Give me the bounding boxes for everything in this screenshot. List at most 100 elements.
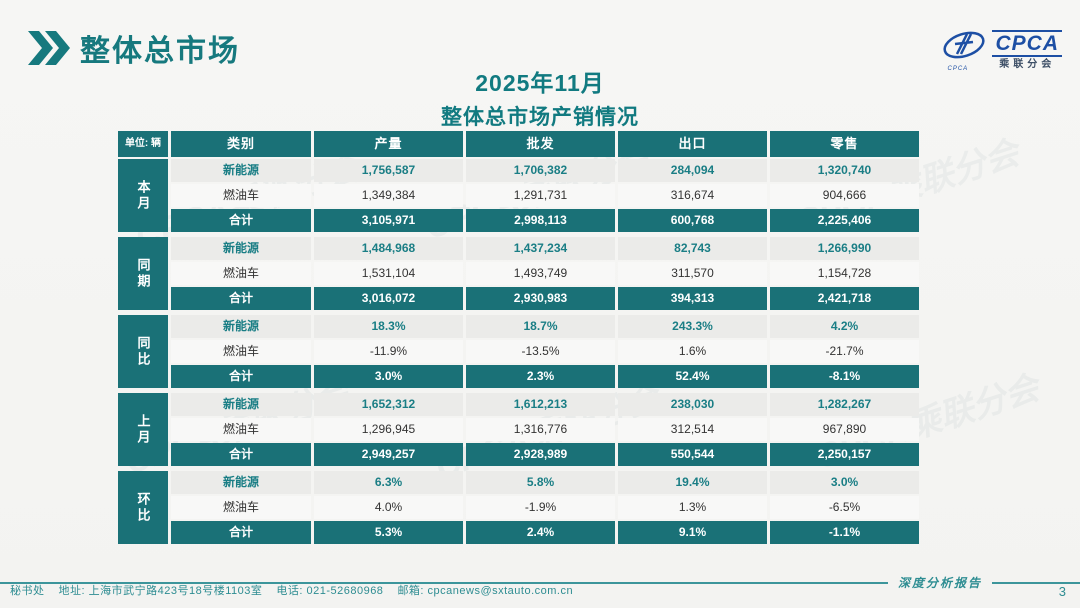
footer-rule: 深度分析报告 xyxy=(0,574,1080,591)
unit-label: 单位: 辆 xyxy=(118,131,168,157)
production-cell: 3,016,072 xyxy=(314,287,463,310)
category-cell: 合计 xyxy=(171,287,311,310)
production-cell: 1,296,945 xyxy=(314,418,463,441)
table-row: 新能源 1,756,587 1,706,382 284,094 1,320,74… xyxy=(171,159,919,182)
category-cell: 新能源 xyxy=(171,315,311,338)
col-header-export: 出口 xyxy=(618,131,767,157)
category-cell: 新能源 xyxy=(171,159,311,182)
group-label: 同期 xyxy=(118,237,168,310)
col-header-wholesale: 批发 xyxy=(466,131,615,157)
production-cell: 6.3% xyxy=(314,471,463,494)
group-label: 同比 xyxy=(118,315,168,388)
wholesale-cell: 18.7% xyxy=(466,315,615,338)
retail-cell: 3.0% xyxy=(770,471,919,494)
retail-cell: 2,421,718 xyxy=(770,287,919,310)
production-cell: 2,949,257 xyxy=(314,443,463,466)
production-cell: 18.3% xyxy=(314,315,463,338)
category-cell: 合计 xyxy=(171,365,311,388)
category-cell: 合计 xyxy=(171,521,311,544)
category-cell: 合计 xyxy=(171,443,311,466)
table-body: 本月 新能源 1,756,587 1,706,382 284,094 1,320… xyxy=(118,159,919,544)
table-row: 燃油车 -11.9% -13.5% 1.6% -21.7% xyxy=(171,340,919,363)
cpca-logo-subtext: 乘联分会 xyxy=(999,58,1056,70)
wholesale-cell: 1,493,749 xyxy=(466,262,615,285)
wholesale-cell: 2,930,983 xyxy=(466,287,615,310)
export-cell: 284,094 xyxy=(618,159,767,182)
wholesale-cell: 1,316,776 xyxy=(466,418,615,441)
wholesale-cell: -1.9% xyxy=(466,496,615,519)
table-title-line1: 2025年11月 xyxy=(475,70,605,96)
retail-cell: 967,890 xyxy=(770,418,919,441)
col-header-category: 类别 xyxy=(171,131,311,157)
table-group: 环比 新能源 6.3% 5.8% 19.4% 3.0% 燃油车 4.0% -1.… xyxy=(118,471,919,544)
address-text: 地址: 上海市武宁路423号18号楼1103室 xyxy=(58,585,263,597)
cpca-logo: CPCA CPCA 乘联分会 xyxy=(941,28,1062,72)
group-label: 环比 xyxy=(118,471,168,544)
table-row: 新能源 6.3% 5.8% 19.4% 3.0% xyxy=(171,471,919,494)
export-cell: 82,743 xyxy=(618,237,767,260)
production-cell: 3,105,971 xyxy=(314,209,463,232)
export-cell: 19.4% xyxy=(618,471,767,494)
category-cell: 新能源 xyxy=(171,237,311,260)
production-cell: 1,531,104 xyxy=(314,262,463,285)
retail-cell: 1,320,740 xyxy=(770,159,919,182)
email-text: 邮箱: cpcanews@sxtauto.com.cn xyxy=(397,585,574,597)
retail-cell: 2,250,157 xyxy=(770,443,919,466)
export-cell: 52.4% xyxy=(618,365,767,388)
table-row: 燃油车 1,531,104 1,493,749 311,570 1,154,72… xyxy=(171,262,919,285)
category-cell: 新能源 xyxy=(171,393,311,416)
retail-cell: 1,282,267 xyxy=(770,393,919,416)
category-cell: 燃油车 xyxy=(171,418,311,441)
production-cell: -11.9% xyxy=(314,340,463,363)
phone-text: 电话: 021-52680968 xyxy=(276,585,384,597)
wholesale-cell: 2,998,113 xyxy=(466,209,615,232)
report-type-label: 深度分析报告 xyxy=(897,576,982,590)
production-cell: 1,349,384 xyxy=(314,184,463,207)
group-label: 上月 xyxy=(118,393,168,466)
wholesale-cell: 1,291,731 xyxy=(466,184,615,207)
table-title-line2: 整体总市场产销情况 xyxy=(441,106,639,129)
export-cell: 316,674 xyxy=(618,184,767,207)
table-group: 上月 新能源 1,652,312 1,612,213 238,030 1,282… xyxy=(118,393,919,466)
page-number: 3 xyxy=(1058,584,1066,599)
retail-cell: -21.7% xyxy=(770,340,919,363)
retail-cell: -8.1% xyxy=(770,365,919,388)
category-cell: 燃油车 xyxy=(171,262,311,285)
wholesale-cell: 1,612,213 xyxy=(466,393,615,416)
export-cell: 238,030 xyxy=(618,393,767,416)
col-header-production: 产量 xyxy=(314,131,463,157)
table-row: 燃油车 1,349,384 1,291,731 316,674 904,666 xyxy=(171,184,919,207)
export-cell: 243.3% xyxy=(618,315,767,338)
category-cell: 合计 xyxy=(171,209,311,232)
wholesale-cell: 1,706,382 xyxy=(466,159,615,182)
table-row: 合计 5.3% 2.4% 9.1% -1.1% xyxy=(171,521,919,544)
wholesale-cell: 2,928,989 xyxy=(466,443,615,466)
export-cell: 600,768 xyxy=(618,209,767,232)
export-cell: 312,514 xyxy=(618,418,767,441)
production-cell: 3.0% xyxy=(314,365,463,388)
footer-line-left xyxy=(0,581,888,584)
col-header-retail: 零售 xyxy=(770,131,919,157)
wholesale-cell: 5.8% xyxy=(466,471,615,494)
production-cell: 5.3% xyxy=(314,521,463,544)
page-title: 整体总市场 xyxy=(80,35,240,68)
table-row: 合计 2,949,257 2,928,989 550,544 2,250,157 xyxy=(171,443,919,466)
retail-cell: 2,225,406 xyxy=(770,209,919,232)
wholesale-cell: 1,437,234 xyxy=(466,237,615,260)
retail-cell: 4.2% xyxy=(770,315,919,338)
cpca-logo-small-text: CPCA xyxy=(947,66,969,72)
table-group: 同比 新能源 18.3% 18.7% 243.3% 4.2% 燃油车 -11.9… xyxy=(118,315,919,388)
retail-cell: -1.1% xyxy=(770,521,919,544)
table-row: 合计 3,016,072 2,930,983 394,313 2,421,718 xyxy=(171,287,919,310)
export-cell: 1.3% xyxy=(618,496,767,519)
group-label: 本月 xyxy=(118,159,168,232)
footer: 秘书处 地址: 上海市武宁路423号18号楼1103室 电话: 021-5268… xyxy=(10,582,1066,599)
table-row: 新能源 1,484,968 1,437,234 82,743 1,266,990 xyxy=(171,237,919,260)
cpca-swoosh-icon xyxy=(943,31,986,59)
wholesale-cell: 2.3% xyxy=(466,365,615,388)
table-group: 本月 新能源 1,756,587 1,706,382 284,094 1,320… xyxy=(118,159,919,232)
retail-cell: 1,266,990 xyxy=(770,237,919,260)
retail-cell: -6.5% xyxy=(770,496,919,519)
page-header: 整体总市场 xyxy=(28,26,240,70)
